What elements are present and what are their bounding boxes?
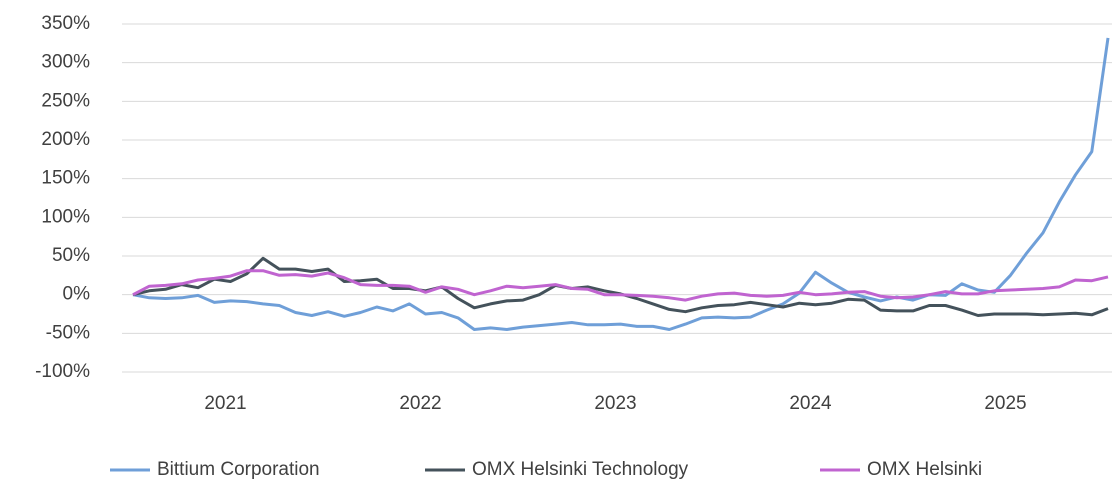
y-tick-label: 300% [41,52,90,73]
y-tick-label: 250% [41,90,90,111]
y-tick-label: 50% [52,245,90,266]
y-tick-label: 350% [41,13,90,34]
y-tick-label: 100% [41,206,90,227]
line-series [132,37,1110,331]
y-tick-label: 0% [63,284,91,305]
x-tick-label: 2022 [399,393,441,414]
x-tick-label: 2021 [204,393,246,414]
legend-label: Bittium Corporation [157,459,320,480]
y-tick-label: 150% [41,168,90,189]
legend-label: OMX Helsinki [867,459,982,480]
legend-label: OMX Helsinki Technology [472,459,689,480]
x-tick-label: 2025 [984,393,1026,414]
y-tick-label: 200% [41,129,90,150]
x-tick-label: 2023 [594,393,636,414]
y-tick-label: -50% [46,322,90,343]
line-series [132,269,1109,302]
x-tick-label: 2024 [789,393,832,414]
y-tick-label: -100% [35,361,90,382]
